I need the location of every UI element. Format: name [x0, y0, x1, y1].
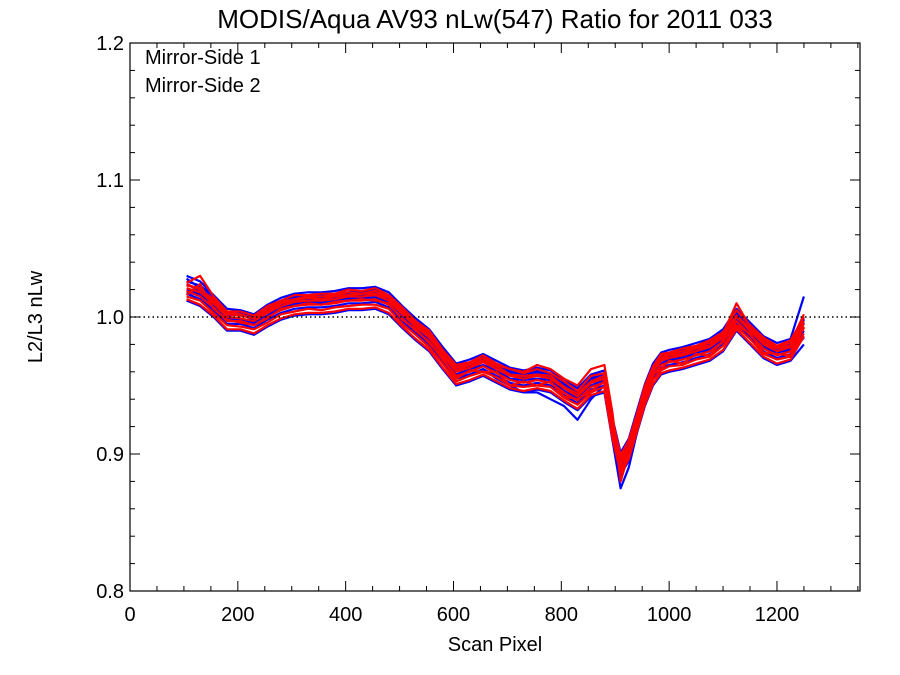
y-axis-label: L2/L3 nLw — [25, 270, 47, 363]
x-tick-label: 600 — [437, 604, 470, 626]
series-1-line-1 — [186, 274, 805, 454]
plot-area — [185, 274, 805, 490]
x-tick-label: 1200 — [755, 604, 800, 626]
series-1-line-6 — [186, 299, 805, 476]
x-tick-label: 800 — [545, 604, 578, 626]
series-2-line-6 — [186, 298, 805, 475]
y-tick-label: 1.2 — [96, 33, 124, 55]
series-2-line-2 — [186, 284, 805, 460]
y-tick-label: 1.0 — [96, 307, 124, 329]
series-2 — [185, 274, 805, 483]
x-tick-label: 400 — [329, 604, 362, 626]
legend-entry-mirror-side-1: Mirror-Side 1 — [145, 47, 261, 69]
axis-ticks — [129, 42, 860, 592]
x-tick-label: 0 — [124, 604, 135, 626]
x-axis-label: Scan Pixel — [448, 634, 543, 656]
y-tick-label: 1.1 — [96, 170, 124, 192]
chart-title: MODIS/Aqua AV93 nLw(547) Ratio for 2011 … — [217, 4, 772, 34]
legend-entry-mirror-side-2: Mirror-Side 2 — [145, 75, 261, 97]
x-tick-label: 200 — [221, 604, 254, 626]
series-2-line-7 — [186, 283, 805, 483]
series-2-line-3 — [186, 287, 805, 462]
y-tick-label: 0.9 — [96, 444, 124, 466]
x-tick-label: 1000 — [647, 604, 692, 626]
legend: Mirror-Side 1 Mirror-Side 2 — [145, 47, 261, 97]
y-tick-label: 0.8 — [96, 581, 124, 603]
y-axis-tick-labels: 0.8 0.9 1.0 1.1 1.2 — [96, 33, 124, 603]
x-axis-tick-labels: 0 200 400 600 800 1000 1200 — [124, 604, 799, 626]
series-2-line-5 — [186, 295, 805, 471]
series-2-line-8 — [185, 283, 805, 465]
